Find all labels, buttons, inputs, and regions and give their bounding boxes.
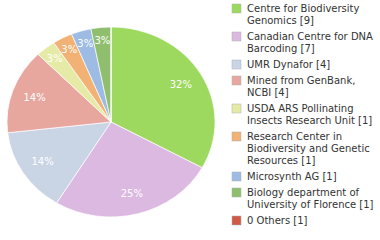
legend-label: Research Center inBiodiversity and Genet…	[247, 131, 370, 166]
data-label: 14%	[23, 92, 45, 103]
data-label: 3%	[77, 38, 93, 49]
data-label: 25%	[121, 188, 143, 199]
data-label: 14%	[31, 156, 53, 167]
data-label: 3%	[47, 53, 63, 64]
legend-label: 0 Others [1]	[247, 215, 308, 226]
legend-label: Microsynth AG [1]	[247, 171, 337, 182]
legend: Centre for BiodiversityGenomics [9] Canad…	[232, 3, 374, 226]
data-label: 3%	[94, 35, 110, 46]
legend-label: Biology department ofUniversity of Flore…	[247, 187, 374, 210]
legend-label: USDA ARS PollinatingInsects Research Uni…	[247, 103, 372, 126]
legend-swatch	[232, 132, 241, 141]
legend-swatch	[232, 60, 241, 69]
slice	[8, 122, 111, 203]
legend-swatch	[232, 4, 241, 13]
legend-label: Mined from GenBank,NCBI [4]	[247, 75, 355, 98]
legend-swatch	[232, 216, 241, 225]
data-label: 32%	[170, 79, 192, 90]
chart: 32%25%14%14%3%3%3%3%Centre for Biodivers…	[0, 0, 380, 240]
legend-swatch	[232, 188, 241, 197]
slice	[91, 27, 111, 122]
legend-label: Centre for BiodiversityGenomics [9]	[247, 3, 360, 26]
data-label: 3%	[61, 44, 77, 55]
legend-swatch	[232, 172, 241, 181]
slice	[111, 27, 112, 122]
legend-swatch	[232, 104, 241, 113]
legend-swatch	[232, 76, 241, 85]
pie	[7, 27, 215, 217]
legend-swatch	[232, 32, 241, 41]
legend-label: Canadian Centre for DNABarcoding [7]	[247, 31, 373, 54]
data-labels: 32%25%14%14%3%3%3%3%	[23, 35, 192, 199]
legend-label: UMR Dynafor [4]	[247, 59, 330, 70]
